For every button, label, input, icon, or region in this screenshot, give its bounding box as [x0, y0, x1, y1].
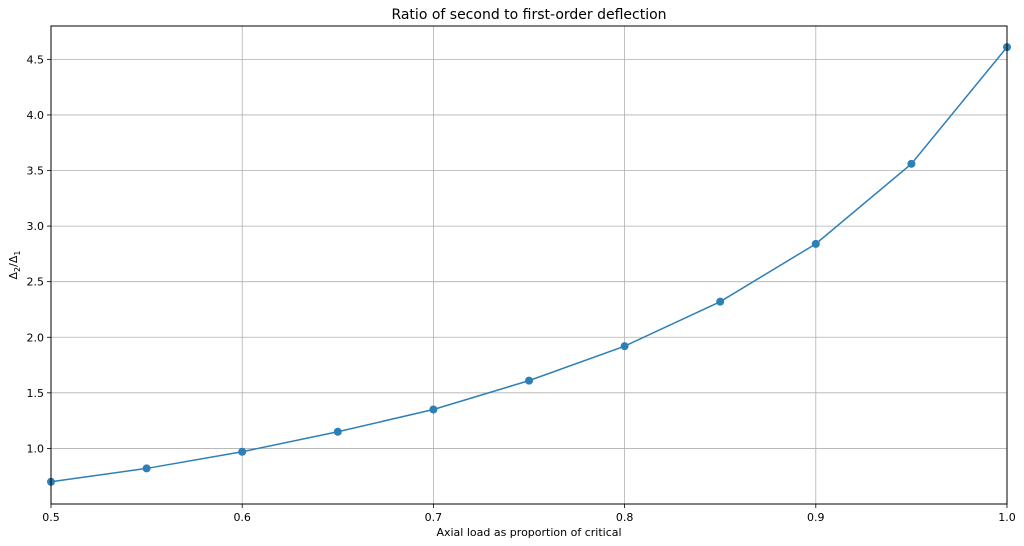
y-tick-label: 1.0	[27, 442, 45, 455]
series-layer	[47, 43, 1011, 486]
y-axis-label-slash: /Δ	[7, 255, 20, 267]
data-point	[620, 342, 629, 351]
y-tick-label: 2.5	[27, 276, 45, 289]
series-line	[50, 46, 1008, 483]
y-tick-label: 3.0	[27, 220, 45, 233]
grid	[50, 26, 1008, 504]
x-tick-label: 0.8	[616, 511, 634, 524]
y-tick-label: 4.5	[27, 53, 45, 66]
plot-frame	[50, 25, 1008, 505]
data-point	[907, 159, 916, 168]
x-tick-label: 1.0	[998, 511, 1016, 524]
chart-title: Ratio of second to first-order deflectio…	[391, 7, 666, 23]
y-axis-label-delta: Δ	[7, 271, 20, 279]
x-tick-label: 0.5	[42, 511, 60, 524]
data-point	[238, 447, 247, 456]
x-axis-label: Axial load as proportion of critical	[436, 526, 621, 539]
y-axis-label: Δ2/Δ1	[7, 251, 22, 280]
data-point	[525, 376, 533, 385]
y-axis-label-sub-2: 2	[13, 267, 22, 272]
y-tick-label: 3.5	[27, 165, 45, 178]
data-point	[142, 464, 151, 473]
y-tick-label: 4.0	[27, 109, 45, 122]
y-axis-label-sub-1: 1	[13, 251, 22, 256]
data-point	[716, 297, 725, 306]
x-tick-label: 0.6	[233, 511, 251, 524]
y-tick-label: 1.5	[27, 387, 45, 400]
x-tick-label: 0.7	[425, 511, 443, 524]
data-point	[333, 427, 342, 436]
y-tick-label: 2.0	[27, 331, 45, 344]
y-axis-ticks: 1.0 1.5 2.0 2.5 3.0 3.5 4.0 4.5	[27, 53, 51, 455]
x-axis-ticks: 0.5 0.6 0.7 0.8 0.9 1.0	[42, 504, 1016, 524]
data-point	[429, 405, 438, 414]
x-tick-label: 0.9	[807, 511, 825, 524]
data-point	[811, 239, 820, 248]
